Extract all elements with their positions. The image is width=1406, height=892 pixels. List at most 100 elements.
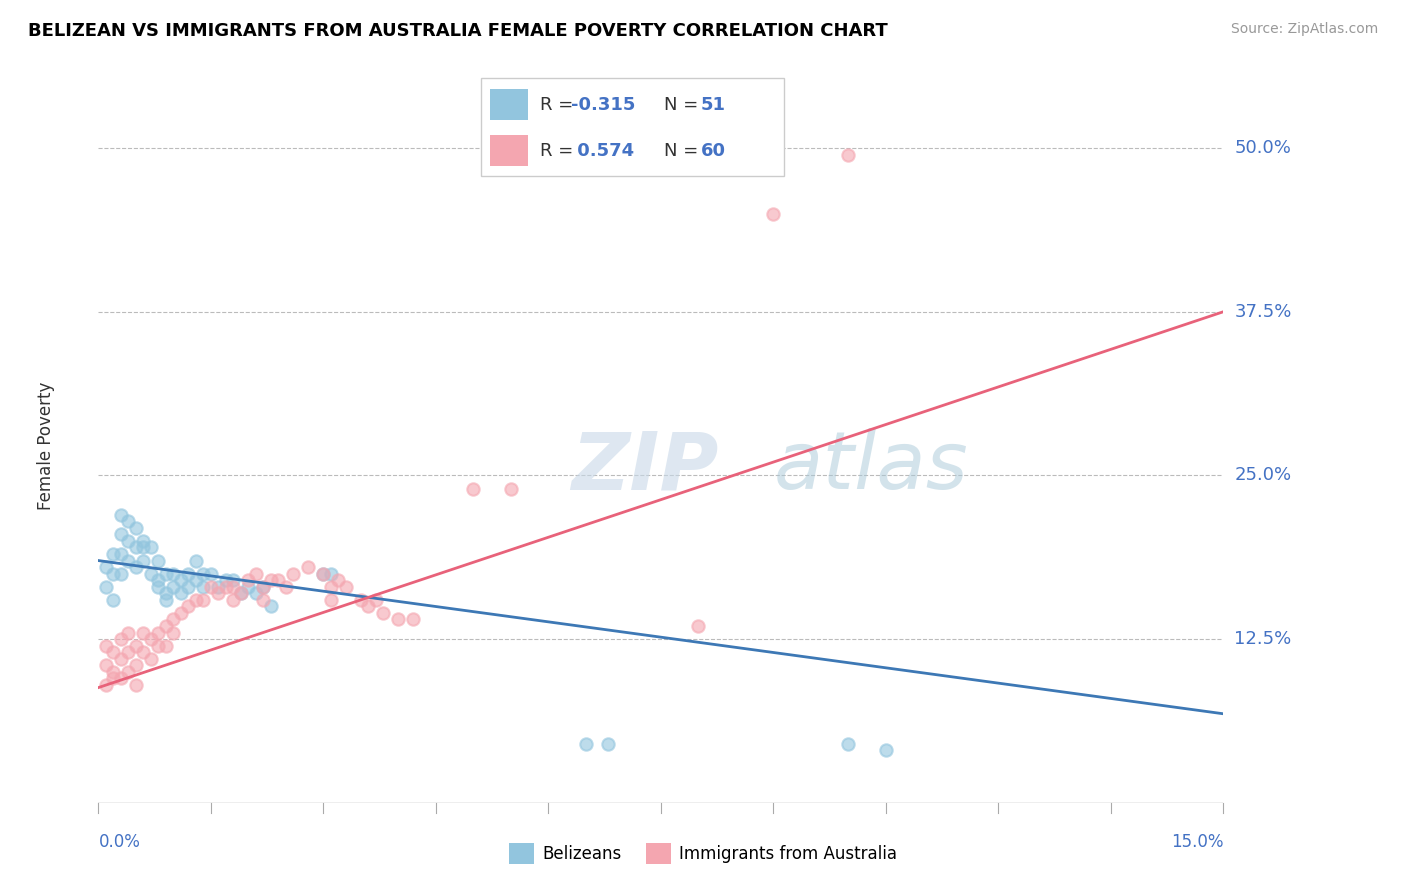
Point bbox=[688, 619, 710, 633]
Point bbox=[184, 553, 207, 567]
Point bbox=[132, 533, 155, 548]
Point bbox=[117, 553, 139, 567]
Point bbox=[350, 592, 373, 607]
Point bbox=[170, 586, 193, 600]
Point bbox=[373, 606, 395, 620]
Text: 15.0%: 15.0% bbox=[1171, 833, 1223, 851]
Point bbox=[184, 573, 207, 587]
Point bbox=[402, 612, 425, 626]
Point bbox=[125, 521, 148, 535]
Point bbox=[364, 592, 387, 607]
Point bbox=[103, 566, 125, 581]
Point bbox=[94, 639, 117, 653]
Point bbox=[215, 573, 238, 587]
Point bbox=[177, 580, 200, 594]
Point bbox=[312, 566, 335, 581]
Point bbox=[132, 541, 155, 555]
Point bbox=[357, 599, 380, 614]
Point bbox=[162, 566, 184, 581]
Point bbox=[94, 560, 117, 574]
Point bbox=[103, 645, 125, 659]
Text: N =: N = bbox=[664, 95, 703, 113]
Point bbox=[155, 639, 177, 653]
Point bbox=[94, 580, 117, 594]
Point bbox=[117, 533, 139, 548]
Point bbox=[222, 580, 245, 594]
Text: R =: R = bbox=[540, 142, 579, 160]
Point bbox=[463, 482, 485, 496]
Point bbox=[139, 632, 162, 647]
Point bbox=[125, 658, 148, 673]
Point bbox=[238, 573, 260, 587]
Point bbox=[319, 566, 342, 581]
Point bbox=[335, 580, 357, 594]
Point bbox=[148, 573, 170, 587]
Point bbox=[103, 547, 125, 561]
Point bbox=[117, 514, 139, 528]
FancyBboxPatch shape bbox=[481, 78, 785, 177]
Text: atlas: atlas bbox=[773, 428, 969, 507]
Point bbox=[155, 619, 177, 633]
Point bbox=[110, 632, 132, 647]
Point bbox=[139, 541, 162, 555]
Point bbox=[125, 639, 148, 653]
Point bbox=[132, 625, 155, 640]
Point bbox=[162, 580, 184, 594]
Text: 60: 60 bbox=[700, 142, 725, 160]
Point bbox=[184, 592, 207, 607]
Point bbox=[222, 592, 245, 607]
Point bbox=[155, 566, 177, 581]
Point bbox=[297, 560, 319, 574]
Point bbox=[155, 586, 177, 600]
Point bbox=[283, 566, 305, 581]
Point bbox=[387, 612, 409, 626]
FancyBboxPatch shape bbox=[491, 89, 527, 120]
Point bbox=[229, 586, 252, 600]
Point bbox=[148, 639, 170, 653]
Point bbox=[200, 580, 222, 594]
Point bbox=[193, 566, 215, 581]
Point bbox=[193, 580, 215, 594]
Point bbox=[132, 553, 155, 567]
Text: Source: ZipAtlas.com: Source: ZipAtlas.com bbox=[1230, 22, 1378, 37]
Point bbox=[117, 625, 139, 640]
Point bbox=[170, 573, 193, 587]
Legend: Belizeans, Immigrants from Australia: Belizeans, Immigrants from Australia bbox=[502, 837, 904, 871]
Point bbox=[252, 592, 274, 607]
Point bbox=[103, 665, 125, 679]
Point bbox=[252, 580, 274, 594]
Point bbox=[110, 672, 132, 686]
Point bbox=[222, 573, 245, 587]
Point bbox=[245, 566, 267, 581]
Point bbox=[238, 580, 260, 594]
Point bbox=[207, 586, 229, 600]
Text: Female Poverty: Female Poverty bbox=[37, 382, 55, 510]
Point bbox=[94, 678, 117, 692]
Point bbox=[162, 625, 184, 640]
Point bbox=[110, 566, 132, 581]
Point bbox=[117, 665, 139, 679]
Point bbox=[177, 599, 200, 614]
Text: 37.5%: 37.5% bbox=[1234, 302, 1292, 321]
Point bbox=[139, 652, 162, 666]
Point bbox=[207, 580, 229, 594]
Point bbox=[110, 527, 132, 541]
Point bbox=[200, 566, 222, 581]
Text: 0.0%: 0.0% bbox=[98, 833, 141, 851]
Point bbox=[229, 586, 252, 600]
Point bbox=[598, 737, 620, 751]
Point bbox=[319, 592, 342, 607]
Text: 51: 51 bbox=[700, 95, 725, 113]
Point bbox=[177, 566, 200, 581]
Point bbox=[875, 743, 897, 757]
Text: BELIZEAN VS IMMIGRANTS FROM AUSTRALIA FEMALE POVERTY CORRELATION CHART: BELIZEAN VS IMMIGRANTS FROM AUSTRALIA FE… bbox=[28, 22, 887, 40]
Point bbox=[117, 645, 139, 659]
Text: 12.5%: 12.5% bbox=[1234, 630, 1292, 648]
Point bbox=[319, 580, 342, 594]
Point bbox=[575, 737, 598, 751]
Point bbox=[125, 541, 148, 555]
Point bbox=[103, 592, 125, 607]
Point bbox=[132, 645, 155, 659]
Text: 50.0%: 50.0% bbox=[1234, 139, 1291, 157]
Point bbox=[110, 547, 132, 561]
